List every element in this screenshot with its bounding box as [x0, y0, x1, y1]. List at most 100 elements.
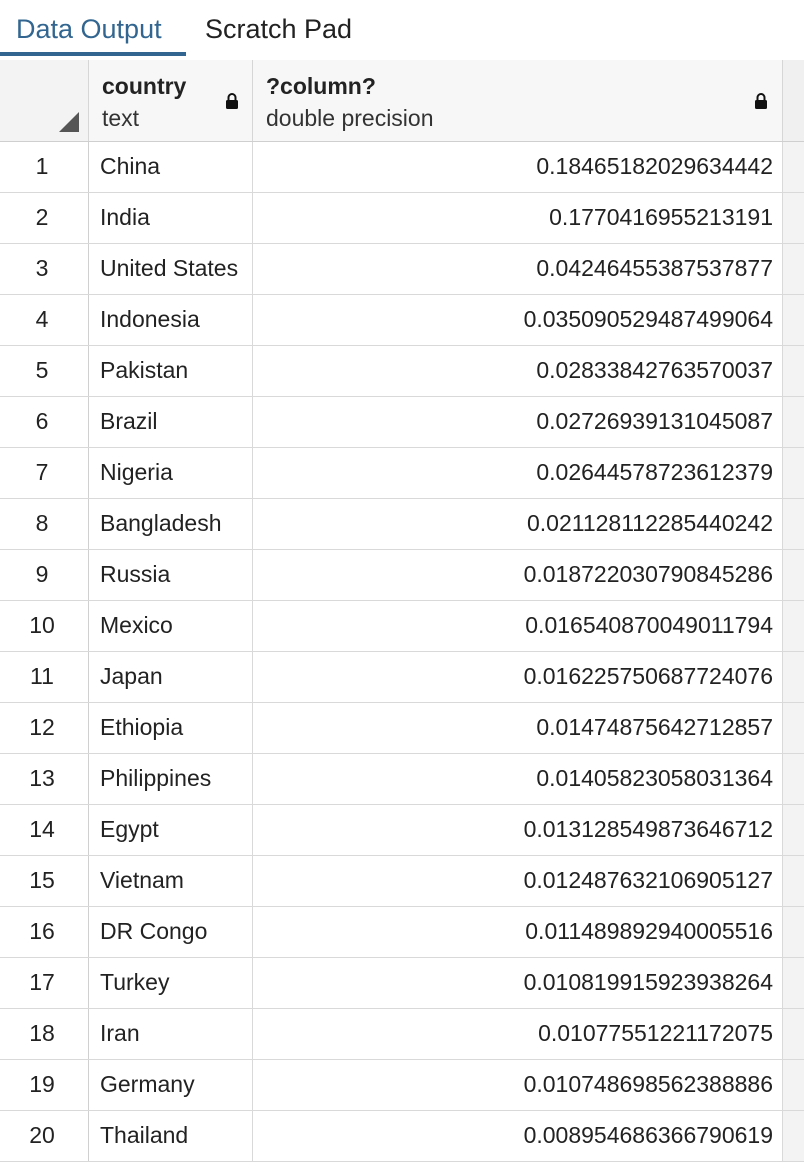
row-number[interactable]: 8 — [0, 499, 89, 549]
scrollbar-track[interactable] — [783, 142, 804, 192]
scrollbar-track[interactable] — [783, 958, 804, 1008]
cell-country[interactable]: Japan — [89, 652, 253, 702]
scrollbar-track[interactable] — [783, 550, 804, 600]
row-number[interactable]: 19 — [0, 1060, 89, 1110]
table-row[interactable]: 13 Philippines 0.01405823058031364 — [0, 754, 804, 805]
table-row[interactable]: 9 Russia 0.018722030790845286 — [0, 550, 804, 601]
scrollbar-track[interactable] — [783, 805, 804, 855]
scrollbar-track[interactable] — [783, 703, 804, 753]
cell-value[interactable]: 0.016225750687724076 — [253, 652, 783, 702]
scrollbar-track[interactable] — [783, 652, 804, 702]
cell-country[interactable]: Russia — [89, 550, 253, 600]
cell-value[interactable]: 0.02726939131045087 — [253, 397, 783, 447]
table-row[interactable]: 6 Brazil 0.02726939131045087 — [0, 397, 804, 448]
row-number[interactable]: 6 — [0, 397, 89, 447]
row-number[interactable]: 10 — [0, 601, 89, 651]
cell-country[interactable]: United States — [89, 244, 253, 294]
table-row[interactable]: 19 Germany 0.010748698562388886 — [0, 1060, 804, 1111]
table-row[interactable]: 12 Ethiopia 0.01474875642712857 — [0, 703, 804, 754]
table-row[interactable]: 15 Vietnam 0.012487632106905127 — [0, 856, 804, 907]
cell-value[interactable]: 0.01405823058031364 — [253, 754, 783, 804]
scrollbar-track[interactable] — [783, 907, 804, 957]
row-number[interactable]: 17 — [0, 958, 89, 1008]
cell-value[interactable]: 0.02644578723612379 — [253, 448, 783, 498]
cell-country[interactable]: Turkey — [89, 958, 253, 1008]
cell-country[interactable]: Brazil — [89, 397, 253, 447]
cell-country[interactable]: Egypt — [89, 805, 253, 855]
cell-country[interactable]: Germany — [89, 1060, 253, 1110]
cell-value[interactable]: 0.01474875642712857 — [253, 703, 783, 753]
table-row[interactable]: 4 Indonesia 0.035090529487499064 — [0, 295, 804, 346]
cell-value[interactable]: 0.010819915923938264 — [253, 958, 783, 1008]
scrollbar-track[interactable] — [783, 346, 804, 396]
scrollbar-track[interactable] — [783, 1009, 804, 1059]
table-row[interactable]: 2 India 0.1770416955213191 — [0, 193, 804, 244]
table-row[interactable]: 3 United States 0.04246455387537877 — [0, 244, 804, 295]
table-row[interactable]: 17 Turkey 0.010819915923938264 — [0, 958, 804, 1009]
cell-country[interactable]: Iran — [89, 1009, 253, 1059]
table-row[interactable]: 14 Egypt 0.013128549873646712 — [0, 805, 804, 856]
cell-country[interactable]: Ethiopia — [89, 703, 253, 753]
cell-country[interactable]: China — [89, 142, 253, 192]
cell-country[interactable]: Indonesia — [89, 295, 253, 345]
table-row[interactable]: 20 Thailand 0.008954686366790619 — [0, 1111, 804, 1162]
tab-data-output[interactable]: Data Output — [0, 0, 186, 56]
cell-value[interactable]: 0.01077551221172075 — [253, 1009, 783, 1059]
scrollbar-track[interactable] — [783, 499, 804, 549]
scrollbar-track[interactable] — [783, 1060, 804, 1110]
row-number[interactable]: 16 — [0, 907, 89, 957]
cell-value[interactable]: 0.02833842763570037 — [253, 346, 783, 396]
scrollbar-track[interactable] — [783, 856, 804, 906]
row-number[interactable]: 1 — [0, 142, 89, 192]
row-number[interactable]: 13 — [0, 754, 89, 804]
row-number[interactable]: 2 — [0, 193, 89, 243]
cell-value[interactable]: 0.035090529487499064 — [253, 295, 783, 345]
scrollbar-track[interactable] — [783, 448, 804, 498]
cell-country[interactable]: Pakistan — [89, 346, 253, 396]
column-header-value[interactable]: ?column? double precision — [253, 60, 783, 141]
cell-country[interactable]: Nigeria — [89, 448, 253, 498]
cell-country[interactable]: Bangladesh — [89, 499, 253, 549]
row-number[interactable]: 12 — [0, 703, 89, 753]
cell-value[interactable]: 0.18465182029634442 — [253, 142, 783, 192]
row-number[interactable]: 15 — [0, 856, 89, 906]
row-number[interactable]: 3 — [0, 244, 89, 294]
cell-country[interactable]: Philippines — [89, 754, 253, 804]
row-number[interactable]: 9 — [0, 550, 89, 600]
scrollbar-track[interactable] — [783, 1111, 804, 1161]
row-number[interactable]: 11 — [0, 652, 89, 702]
cell-country[interactable]: Thailand — [89, 1111, 253, 1161]
scrollbar-track[interactable] — [783, 193, 804, 243]
cell-value[interactable]: 0.013128549873646712 — [253, 805, 783, 855]
cell-value[interactable]: 0.011489892940005516 — [253, 907, 783, 957]
table-row[interactable]: 5 Pakistan 0.02833842763570037 — [0, 346, 804, 397]
cell-value[interactable]: 0.016540870049011794 — [253, 601, 783, 651]
table-row[interactable]: 10 Mexico 0.016540870049011794 — [0, 601, 804, 652]
table-row[interactable]: 11 Japan 0.016225750687724076 — [0, 652, 804, 703]
table-row[interactable]: 16 DR Congo 0.011489892940005516 — [0, 907, 804, 958]
scrollbar-track[interactable] — [783, 244, 804, 294]
row-number[interactable]: 5 — [0, 346, 89, 396]
cell-country[interactable]: India — [89, 193, 253, 243]
table-row[interactable]: 7 Nigeria 0.02644578723612379 — [0, 448, 804, 499]
table-row[interactable]: 18 Iran 0.01077551221172075 — [0, 1009, 804, 1060]
cell-value[interactable]: 0.1770416955213191 — [253, 193, 783, 243]
row-number[interactable]: 7 — [0, 448, 89, 498]
cell-value[interactable]: 0.008954686366790619 — [253, 1111, 783, 1161]
cell-country[interactable]: Vietnam — [89, 856, 253, 906]
cell-value[interactable]: 0.010748698562388886 — [253, 1060, 783, 1110]
table-row[interactable]: 8 Bangladesh 0.021128112285440242 — [0, 499, 804, 550]
cell-value[interactable]: 0.021128112285440242 — [253, 499, 783, 549]
row-number[interactable]: 4 — [0, 295, 89, 345]
cell-value[interactable]: 0.04246455387537877 — [253, 244, 783, 294]
cell-value[interactable]: 0.012487632106905127 — [253, 856, 783, 906]
column-header-country[interactable]: country text — [89, 60, 253, 141]
select-all-corner[interactable] — [0, 60, 89, 141]
tab-scratch-pad[interactable]: Scratch Pad — [205, 14, 353, 44]
cell-value[interactable]: 0.018722030790845286 — [253, 550, 783, 600]
table-row[interactable]: 1 China 0.18465182029634442 — [0, 142, 804, 193]
cell-country[interactable]: Mexico — [89, 601, 253, 651]
cell-country[interactable]: DR Congo — [89, 907, 253, 957]
scrollbar-track[interactable] — [783, 601, 804, 651]
row-number[interactable]: 18 — [0, 1009, 89, 1059]
